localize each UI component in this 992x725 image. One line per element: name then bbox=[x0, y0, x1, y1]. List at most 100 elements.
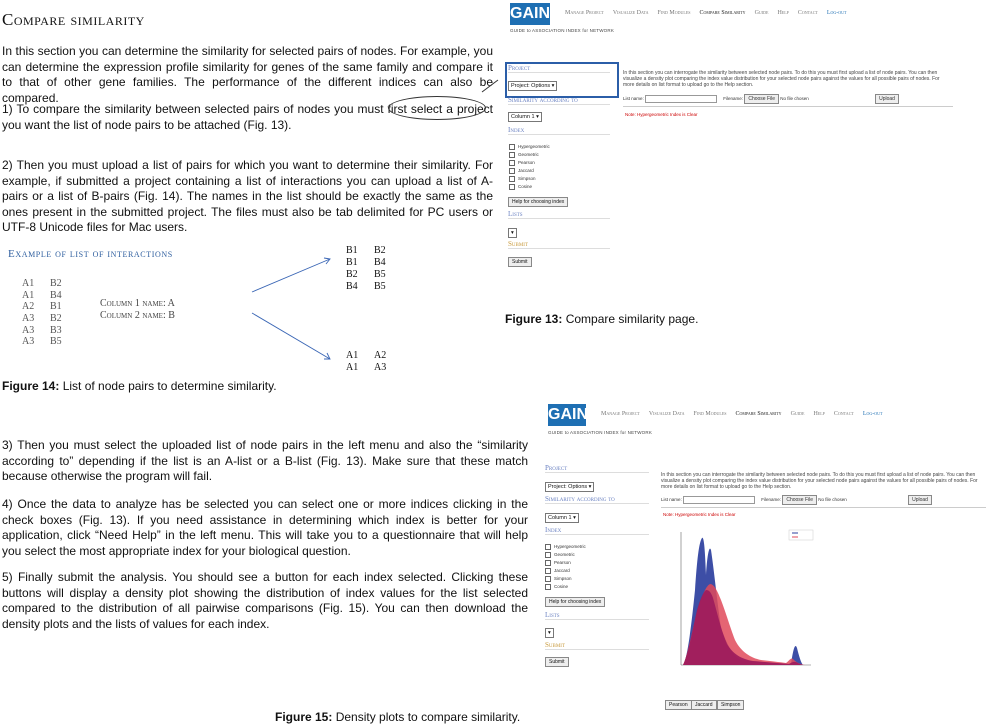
cell: A1 bbox=[22, 278, 35, 289]
a-pairs-right: A2 A3 bbox=[374, 350, 387, 373]
step2-paragraph: 2) Then you must upload a list of pairs … bbox=[2, 158, 493, 234]
nav-logout[interactable]: Log-out bbox=[862, 411, 883, 417]
cell: B1 bbox=[50, 301, 62, 313]
project-select[interactable]: Project: Options ▾ bbox=[545, 482, 595, 492]
similarity-heading: Similarity according to bbox=[545, 495, 649, 504]
callout-line bbox=[481, 79, 499, 93]
nav-manage-project[interactable]: Manage Project bbox=[601, 411, 640, 417]
cell: B3 bbox=[50, 324, 62, 336]
pearson-plot-button[interactable]: Pearson bbox=[665, 700, 692, 710]
figure13-screenshot: GAIN GUIDE to ASSOCIATION INDEX for NETW… bbox=[505, 0, 975, 270]
nav-help[interactable]: Help bbox=[777, 10, 789, 16]
index-checkboxes: Hypergeometric Geometric Pearson Jaccard… bbox=[509, 143, 550, 191]
note-text: Note: Hypergeometric Index is Clear bbox=[663, 512, 736, 517]
submit-button[interactable]: Submit bbox=[508, 257, 532, 267]
nav-guide[interactable]: Guide bbox=[754, 10, 769, 16]
lists-select[interactable]: ▾ bbox=[545, 628, 554, 638]
index-geometric[interactable]: Geometric bbox=[545, 551, 586, 559]
step5-paragraph: 5) Finally submit the analysis. You shou… bbox=[2, 570, 528, 631]
nav-visualize-data[interactable]: Visualize Data bbox=[648, 411, 685, 417]
list-name-input[interactable] bbox=[645, 94, 718, 103]
nav-find-modules[interactable]: Find Modules bbox=[657, 10, 691, 16]
step1-paragraph: 1) To compare the similarity between sel… bbox=[2, 102, 493, 132]
nav-compare-similarity[interactable]: Compare Similarity bbox=[735, 411, 782, 417]
example-col-a: A1 A1 A2 A3 A3 A3 bbox=[22, 278, 34, 348]
gain-logo: GAIN bbox=[510, 3, 550, 25]
nav-help[interactable]: Help bbox=[813, 411, 825, 417]
cell: A3 bbox=[22, 336, 35, 348]
column2-name: Column 2 name: B bbox=[100, 309, 175, 321]
nav-manage-project[interactable]: Manage Project bbox=[565, 10, 604, 16]
similarity-heading: Similarity according to bbox=[508, 96, 610, 105]
index-cosine[interactable]: Cosine bbox=[545, 583, 586, 591]
index-hypergeometric[interactable]: Hypergeometric bbox=[509, 143, 550, 151]
gain-logo: GAIN bbox=[548, 404, 588, 426]
b-pairs-left: B1 B1 B2 B4 bbox=[346, 245, 358, 292]
figure15-caption: Figure 15: Density plots to compare simi… bbox=[275, 710, 521, 724]
cell: B5 bbox=[50, 336, 62, 348]
index-jaccard[interactable]: Jaccard bbox=[545, 567, 586, 575]
plot-legend bbox=[788, 529, 814, 541]
jaccard-plot-button[interactable]: Jaccard bbox=[691, 700, 717, 710]
submit-heading: Submit bbox=[508, 240, 610, 249]
info-text: In this section you can interrogate the … bbox=[623, 70, 940, 88]
upload-row: List name: Filename: Choose File No file… bbox=[661, 495, 986, 508]
cell: B2 bbox=[50, 313, 62, 325]
cell: B2 bbox=[50, 278, 62, 289]
cell: A2 bbox=[22, 301, 35, 313]
step3-paragraph: 3) Then you must select the uploaded lis… bbox=[2, 438, 528, 483]
column-select[interactable]: Column 1 ▾ bbox=[508, 112, 542, 122]
figure15-screenshot: GAIN GUIDE to ASSOCIATION INDEX for NETW… bbox=[543, 400, 990, 715]
choose-file-button[interactable]: Choose File bbox=[744, 94, 780, 104]
lists-heading: Lists bbox=[545, 611, 649, 620]
nav-compare-similarity[interactable]: Compare Similarity bbox=[699, 10, 746, 16]
index-pearson[interactable]: Pearson bbox=[545, 559, 586, 567]
step4-paragraph: 4) Once the data to analyze has be selec… bbox=[2, 497, 528, 558]
index-hypergeometric[interactable]: Hypergeometric bbox=[545, 543, 586, 551]
nav-contact[interactable]: Contact bbox=[797, 10, 818, 16]
cell: B4 bbox=[50, 289, 62, 301]
index-jaccard[interactable]: Jaccard bbox=[509, 167, 550, 175]
project-heading: Project bbox=[508, 64, 610, 73]
project-select[interactable]: Project: Options ▾ bbox=[508, 81, 558, 91]
list-name-input[interactable] bbox=[683, 495, 756, 504]
nav-contact[interactable]: Contact bbox=[833, 411, 854, 417]
choose-file-button[interactable]: Choose File bbox=[782, 495, 818, 505]
help-index-button[interactable]: Help for choosing index bbox=[545, 597, 606, 607]
nav-guide[interactable]: Guide bbox=[790, 411, 805, 417]
simpson-plot-button[interactable]: Simpson bbox=[717, 700, 745, 710]
index-heading: Index bbox=[545, 526, 649, 535]
cell: A1 bbox=[22, 289, 35, 301]
nav-visualize-data[interactable]: Visualize Data bbox=[612, 10, 649, 16]
top-nav: Manage Project Visualize Data Find Modul… bbox=[565, 10, 846, 16]
project-heading: Project bbox=[545, 464, 649, 473]
index-heading: Index bbox=[508, 126, 610, 135]
index-simpson[interactable]: Simpson bbox=[509, 175, 550, 183]
index-pearson[interactable]: Pearson bbox=[509, 159, 550, 167]
help-index-button[interactable]: Help for choosing index bbox=[508, 197, 569, 207]
index-geometric[interactable]: Geometric bbox=[509, 151, 550, 159]
logo-subtitle: GUIDE to ASSOCIATION INDEX for NETWORK bbox=[548, 430, 653, 435]
upload-button[interactable]: Upload bbox=[908, 495, 932, 505]
column-select[interactable]: Column 1 ▾ bbox=[545, 513, 579, 523]
submit-heading: Submit bbox=[545, 641, 649, 650]
density-overlap bbox=[683, 590, 803, 665]
upload-row: List name: Filename: Choose File No file… bbox=[623, 94, 953, 107]
intro-paragraph: In this section you can determine the si… bbox=[2, 44, 493, 105]
example-title: Example of list of interactions bbox=[8, 248, 173, 260]
index-simpson[interactable]: Simpson bbox=[545, 575, 586, 583]
column1-name: Column 1 name: A bbox=[100, 298, 175, 309]
submit-button[interactable]: Submit bbox=[545, 657, 569, 667]
cell: A3 bbox=[22, 324, 35, 336]
lists-select[interactable]: ▾ bbox=[508, 228, 517, 238]
figure13-caption: Figure 13: Compare similarity page. bbox=[505, 312, 699, 326]
b-pairs-right: B2 B4 B5 B5 bbox=[374, 245, 386, 292]
nav-logout[interactable]: Log-out bbox=[826, 10, 847, 16]
top-nav: Manage Project Visualize Data Find Modul… bbox=[601, 411, 882, 417]
upload-button[interactable]: Upload bbox=[875, 94, 899, 104]
nav-find-modules[interactable]: Find Modules bbox=[693, 411, 727, 417]
logo-subtitle: GUIDE to ASSOCIATION INDEX for NETWORK bbox=[510, 28, 615, 33]
lists-heading: Lists bbox=[508, 210, 610, 219]
index-cosine[interactable]: Cosine bbox=[509, 183, 550, 191]
project-highlight-box bbox=[505, 62, 619, 98]
